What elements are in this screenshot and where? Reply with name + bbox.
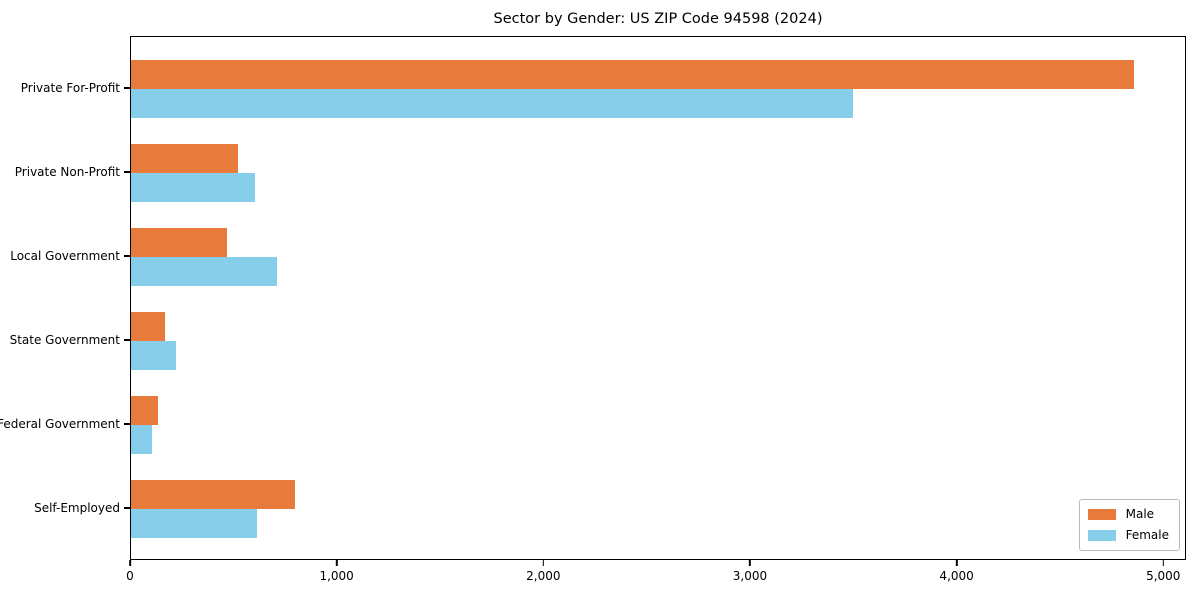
chart-title: Sector by Gender: US ZIP Code 94598 (202… [493,11,823,27]
bar-male [131,480,295,509]
x-tick: 1,000 [319,560,354,583]
y-axis-label-row: Self-Employed [0,466,130,550]
bar-male [131,60,1135,89]
bar-male [131,144,239,173]
x-tick-mark [542,560,545,566]
bar-group [131,215,1185,299]
x-tick-label: 0 [126,569,134,583]
x-tick-mark [129,560,131,566]
y-axis-label-row: Private For-Profit [0,46,130,130]
y-axis-labels: Private For-Profit Private Non-Profit Loca… [0,36,130,560]
bar-female [131,89,853,118]
bar-group [131,131,1185,215]
plot-area: Male Female [130,36,1186,560]
x-tick-label: 4,000 [939,569,974,583]
y-tick-mark [124,171,130,173]
legend-item-female: Female [1087,528,1169,542]
y-tick-mark [124,87,130,89]
y-axis-label-row: Private Non-Profit [0,130,130,214]
y-axis-label: Private For-Profit [20,81,120,95]
legend-item-male: Male [1087,507,1169,521]
x-tick: 0 [126,560,134,583]
legend: Male Female [1078,499,1180,551]
bar-female [131,341,177,370]
x-axis: 0 1,000 2,000 3,000 4,000 5,000 [126,560,1186,596]
x-tick-mark [335,560,338,566]
legend-label: Male [1125,507,1155,521]
bar-group [131,299,1185,383]
x-tick: 5,000 [1146,560,1180,583]
x-tick: 2,000 [526,560,560,583]
y-axis-label: Federal Government [0,417,120,431]
x-tick-label: 3,000 [732,569,768,583]
bar-female [131,425,152,454]
bar-group [131,383,1185,467]
y-tick-mark [124,339,130,341]
legend-label: Female [1125,528,1169,542]
bar-group [131,47,1185,131]
y-axis-label: Private Non-Profit [14,165,120,179]
y-axis-label: State Government [9,333,120,347]
y-axis-label: Self-Employed [34,501,120,515]
y-axis-label-row: State Government [0,298,130,382]
x-tick: 4,000 [939,560,974,583]
y-tick-mark [124,255,130,257]
x-tick-label: 5,000 [1146,569,1181,583]
bar-male [131,312,166,341]
x-tick-mark [749,560,751,566]
x-tick-mark [1162,560,1165,566]
y-axis-label: Local Government [10,249,120,263]
bar-groups [131,37,1185,559]
x-tick-mark [955,560,958,566]
y-axis-label-row: Federal Government [0,382,130,466]
bar-group [131,467,1185,551]
bar-male [131,228,227,257]
bar-male [131,396,158,425]
bar-female [131,257,278,286]
legend-swatch [1087,530,1116,541]
x-tick: 3,000 [733,560,767,583]
bar-female [131,509,257,538]
bar-female [131,173,255,202]
x-tick-label: 1,000 [319,569,354,583]
y-axis-label-row: Local Government [0,214,130,298]
legend-swatch [1087,509,1116,520]
y-tick-mark [124,423,130,425]
x-tick-label: 2,000 [526,569,561,583]
y-tick-mark [124,507,130,509]
